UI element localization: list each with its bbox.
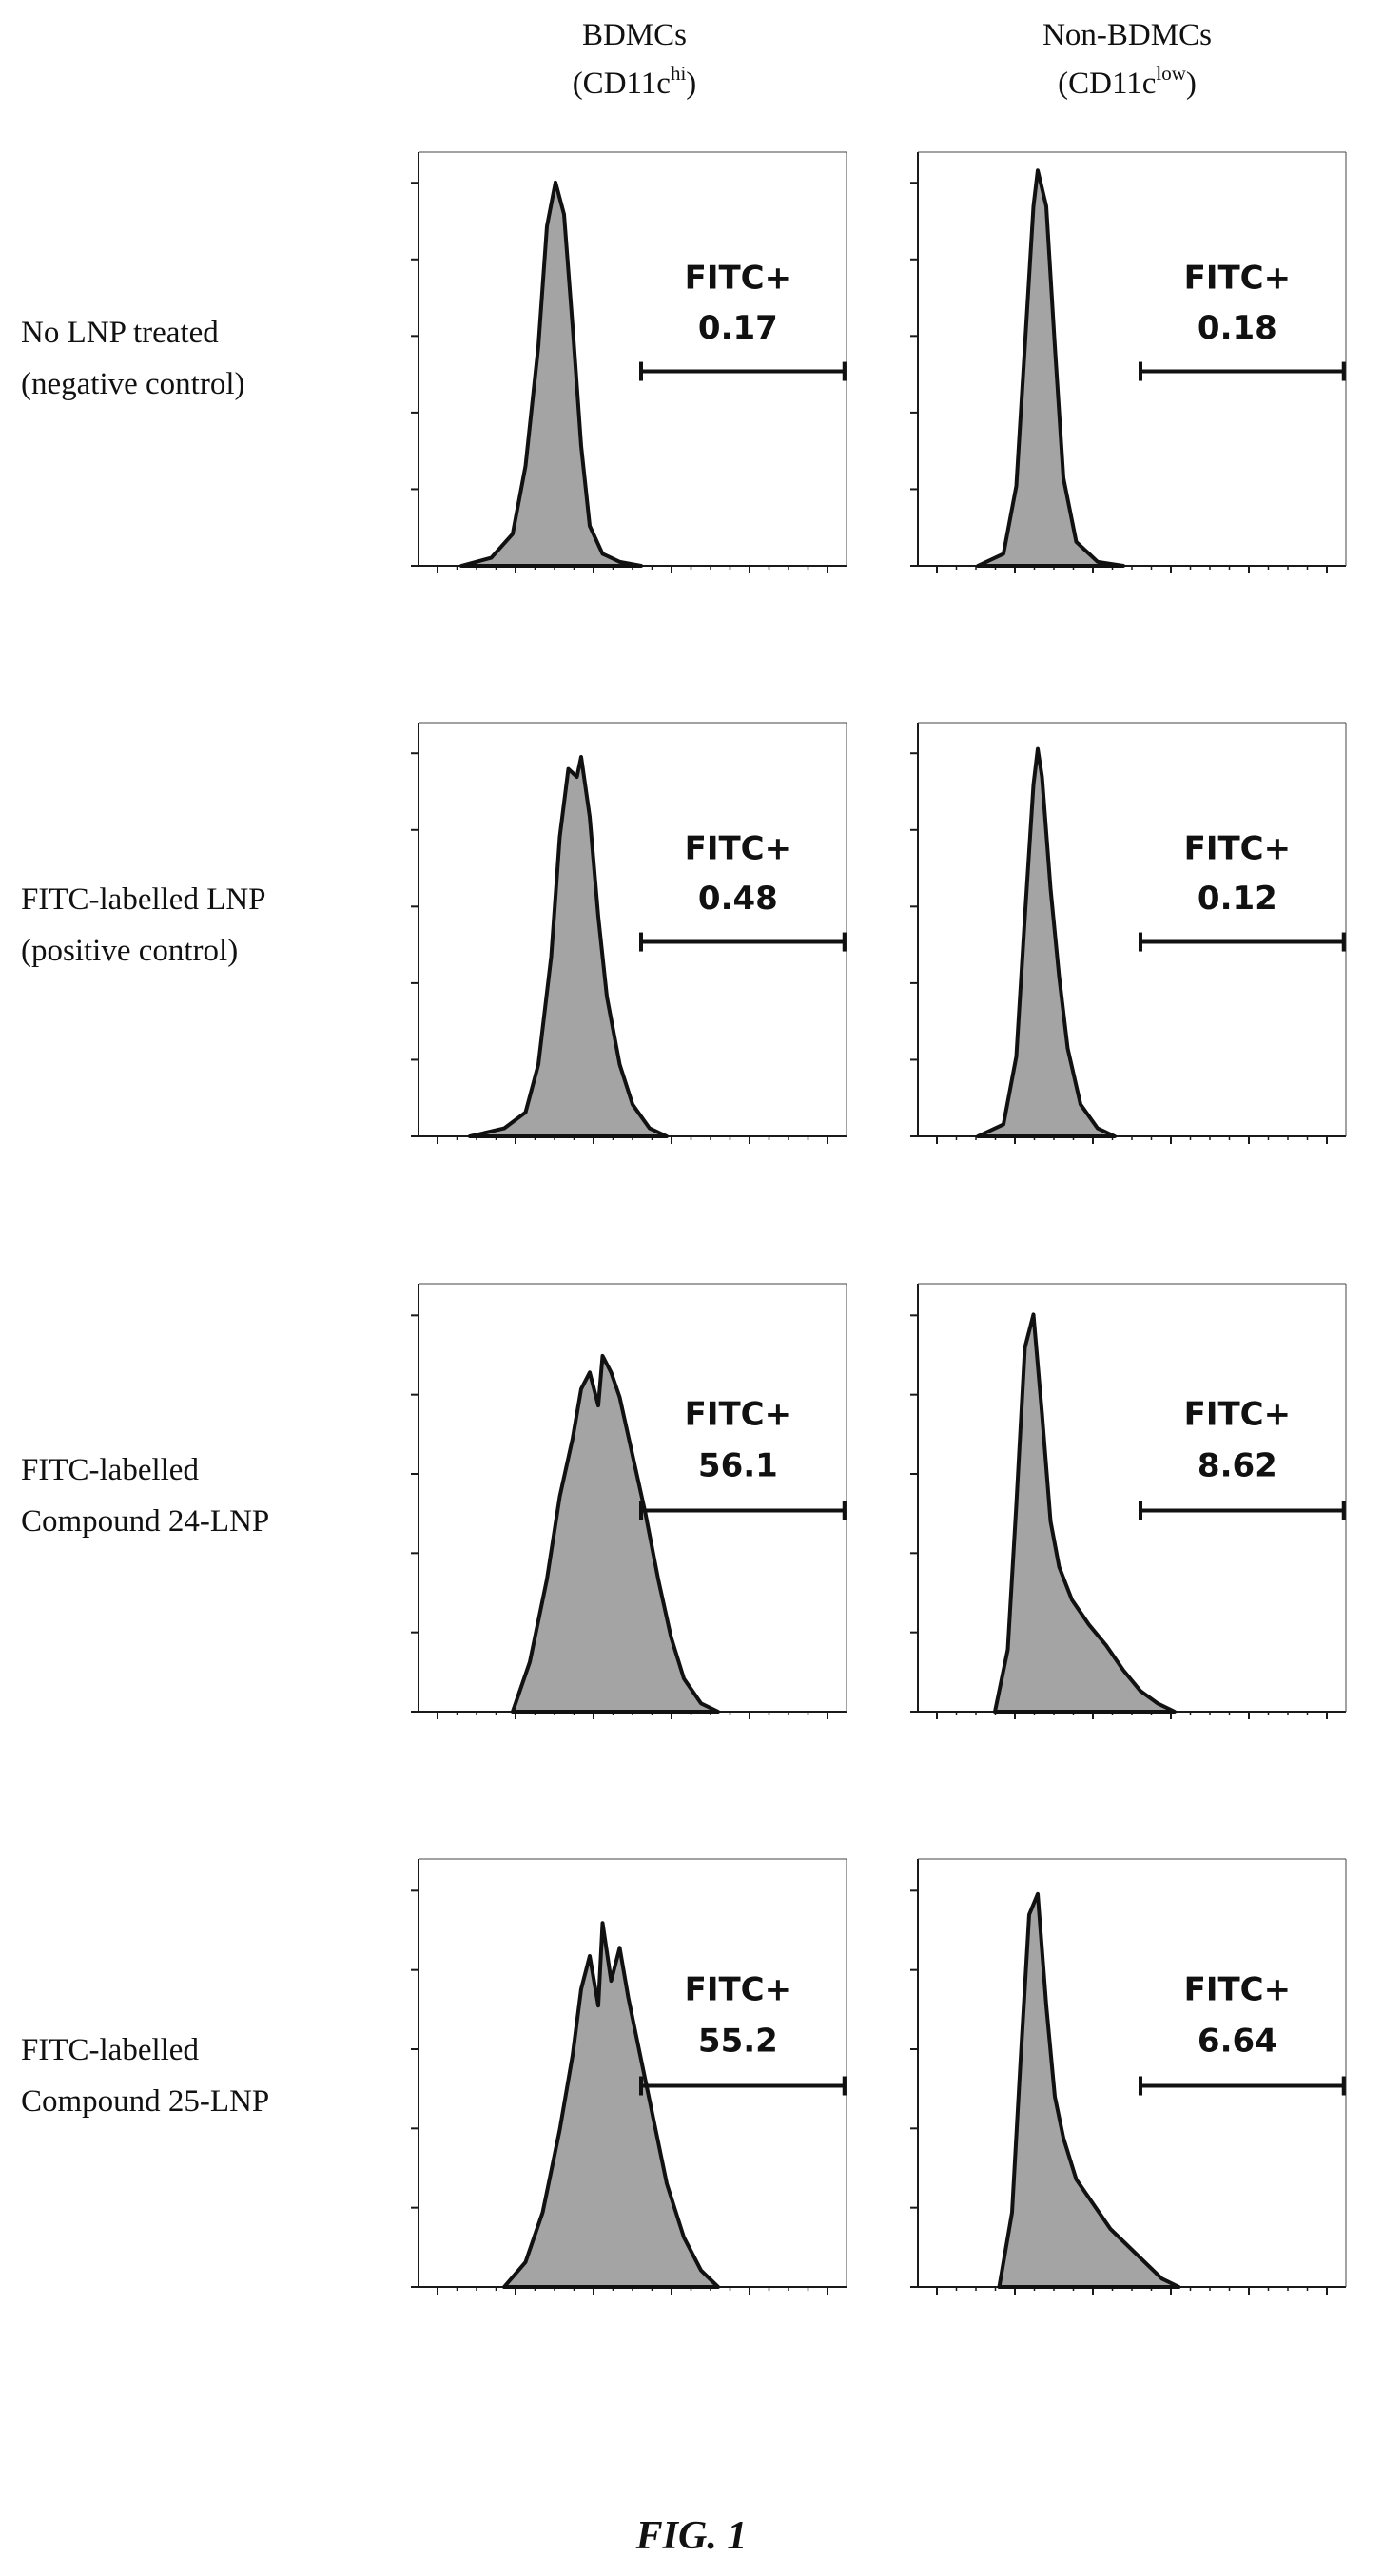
histogram-area <box>468 755 669 1138</box>
gate-label: FITC+ <box>1184 830 1292 868</box>
histogram-area <box>976 746 1117 1138</box>
histogram-panel: FITC+ 56.1 <box>411 1283 847 1719</box>
column-title: BDMCs <box>582 18 687 52</box>
gate-label: FITC+ <box>685 1396 792 1434</box>
histogram-panel: FITC+ 8.62 <box>910 1283 1347 1719</box>
histogram-panel: FITC+ 6.64 <box>910 1858 1347 2295</box>
gate-value: 0.17 <box>698 309 778 347</box>
column-title: Non-BDMCs <box>1042 18 1212 52</box>
histogram-area <box>993 1312 1177 1714</box>
histogram-panel: FITC+ 55.2 <box>411 1858 847 2295</box>
histogram-area <box>502 1921 720 2289</box>
histogram-area <box>511 1353 720 1714</box>
histogram-panel: FITC+ 0.17 <box>411 151 847 573</box>
histogram-area <box>976 168 1125 568</box>
gate-value: 8.62 <box>1198 1447 1277 1485</box>
row-label-line2: (negative control) <box>21 367 244 401</box>
column-subtitle: (CD11chi) <box>573 62 697 101</box>
column-subtitle: (CD11clow) <box>1058 62 1197 101</box>
row-label-0: No LNP treated (negative control) <box>21 316 244 401</box>
gate-value: 0.48 <box>698 880 778 918</box>
gate-value: 6.64 <box>1198 2023 1277 2061</box>
row-label-line2: (positive control) <box>21 934 238 968</box>
row-label-line2: Compound 25-LNP <box>21 2084 269 2119</box>
gate-value: 0.18 <box>1198 309 1277 347</box>
histogram-panel: FITC+ 0.48 <box>411 722 847 1144</box>
histogram-panel: FITC+ 0.18 <box>910 151 1347 573</box>
gate-label: FITC+ <box>1184 1971 1292 2009</box>
histogram-area <box>997 1891 1181 2289</box>
row-label-line2: Compound 24-LNP <box>21 1504 269 1539</box>
gate-value: 55.2 <box>698 2023 778 2061</box>
gate-value: 56.1 <box>698 1447 778 1485</box>
histogram-area <box>459 180 643 568</box>
column-header-non-bdmcs: Non-BDMCs (CD11clow) <box>1042 18 1212 101</box>
column-header-bdmcs: BDMCs (CD11chi) <box>573 18 697 101</box>
row-label-2: FITC-labelled Compound 24-LNP <box>21 1453 269 1539</box>
row-label-line1: FITC-labelled <box>21 2033 199 2067</box>
histogram-panel: FITC+ 0.12 <box>910 722 1347 1144</box>
row-label-1: FITC-labelled LNP (positive control) <box>21 882 266 968</box>
row-label-3: FITC-labelled Compound 25-LNP <box>21 2033 269 2119</box>
row-label-line1: No LNP treated <box>21 316 219 350</box>
gate-value: 0.12 <box>1198 880 1277 918</box>
gate-label: FITC+ <box>685 260 792 298</box>
gate-label: FITC+ <box>1184 260 1292 298</box>
row-label-line1: FITC-labelled LNP <box>21 882 266 917</box>
row-label-line1: FITC-labelled <box>21 1453 199 1487</box>
histogram-panels: FITC+0.17FITC+0.18FITC+0.48FITC+0.12FITC… <box>411 151 1347 2295</box>
gate-label: FITC+ <box>685 830 792 868</box>
gate-label: FITC+ <box>1184 1396 1292 1434</box>
gate-label: FITC+ <box>685 1971 792 2009</box>
figure-label: FIG. 1 <box>635 2514 748 2558</box>
